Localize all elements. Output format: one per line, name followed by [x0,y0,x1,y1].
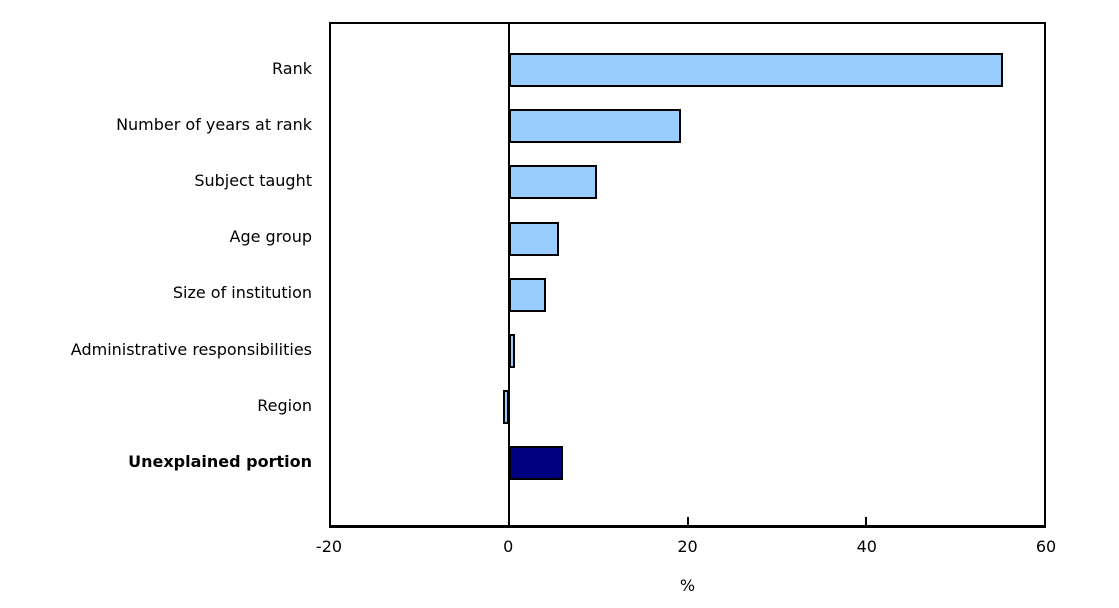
bar [509,334,515,368]
category-labels: Rank Number of years at rank Subject taugh… [0,22,312,528]
bar [509,446,563,481]
zero-axis-line [508,24,511,525]
category-label: Unexplained portion [128,451,312,471]
x-tick-label: -20 [315,537,343,556]
x-axis-labels: -20 0 20 40 60 [316,537,1056,559]
x-tick-label: 40 [856,537,877,556]
category-label: Number of years at rank [116,114,312,134]
category-label: Administrative responsibilities [70,339,312,359]
plot-area [329,22,1046,528]
x-tick-mark [686,517,689,525]
x-axis-title: % [679,576,696,595]
bar [503,390,510,425]
x-tick-mark [864,517,867,525]
category-label: Age group [229,227,313,247]
bar [509,53,1003,87]
category-label: Region [257,395,312,415]
bar [509,221,560,256]
category-label: Rank [272,58,312,78]
bar [509,277,546,312]
category-label: Size of institution [172,283,312,303]
x-tick-label: 0 [503,537,514,556]
bar [509,165,597,200]
bar [509,109,682,144]
x-tick-label: 60 [1035,537,1057,556]
category-label: Subject taught [194,170,312,190]
x-tick-label: 20 [677,537,698,556]
